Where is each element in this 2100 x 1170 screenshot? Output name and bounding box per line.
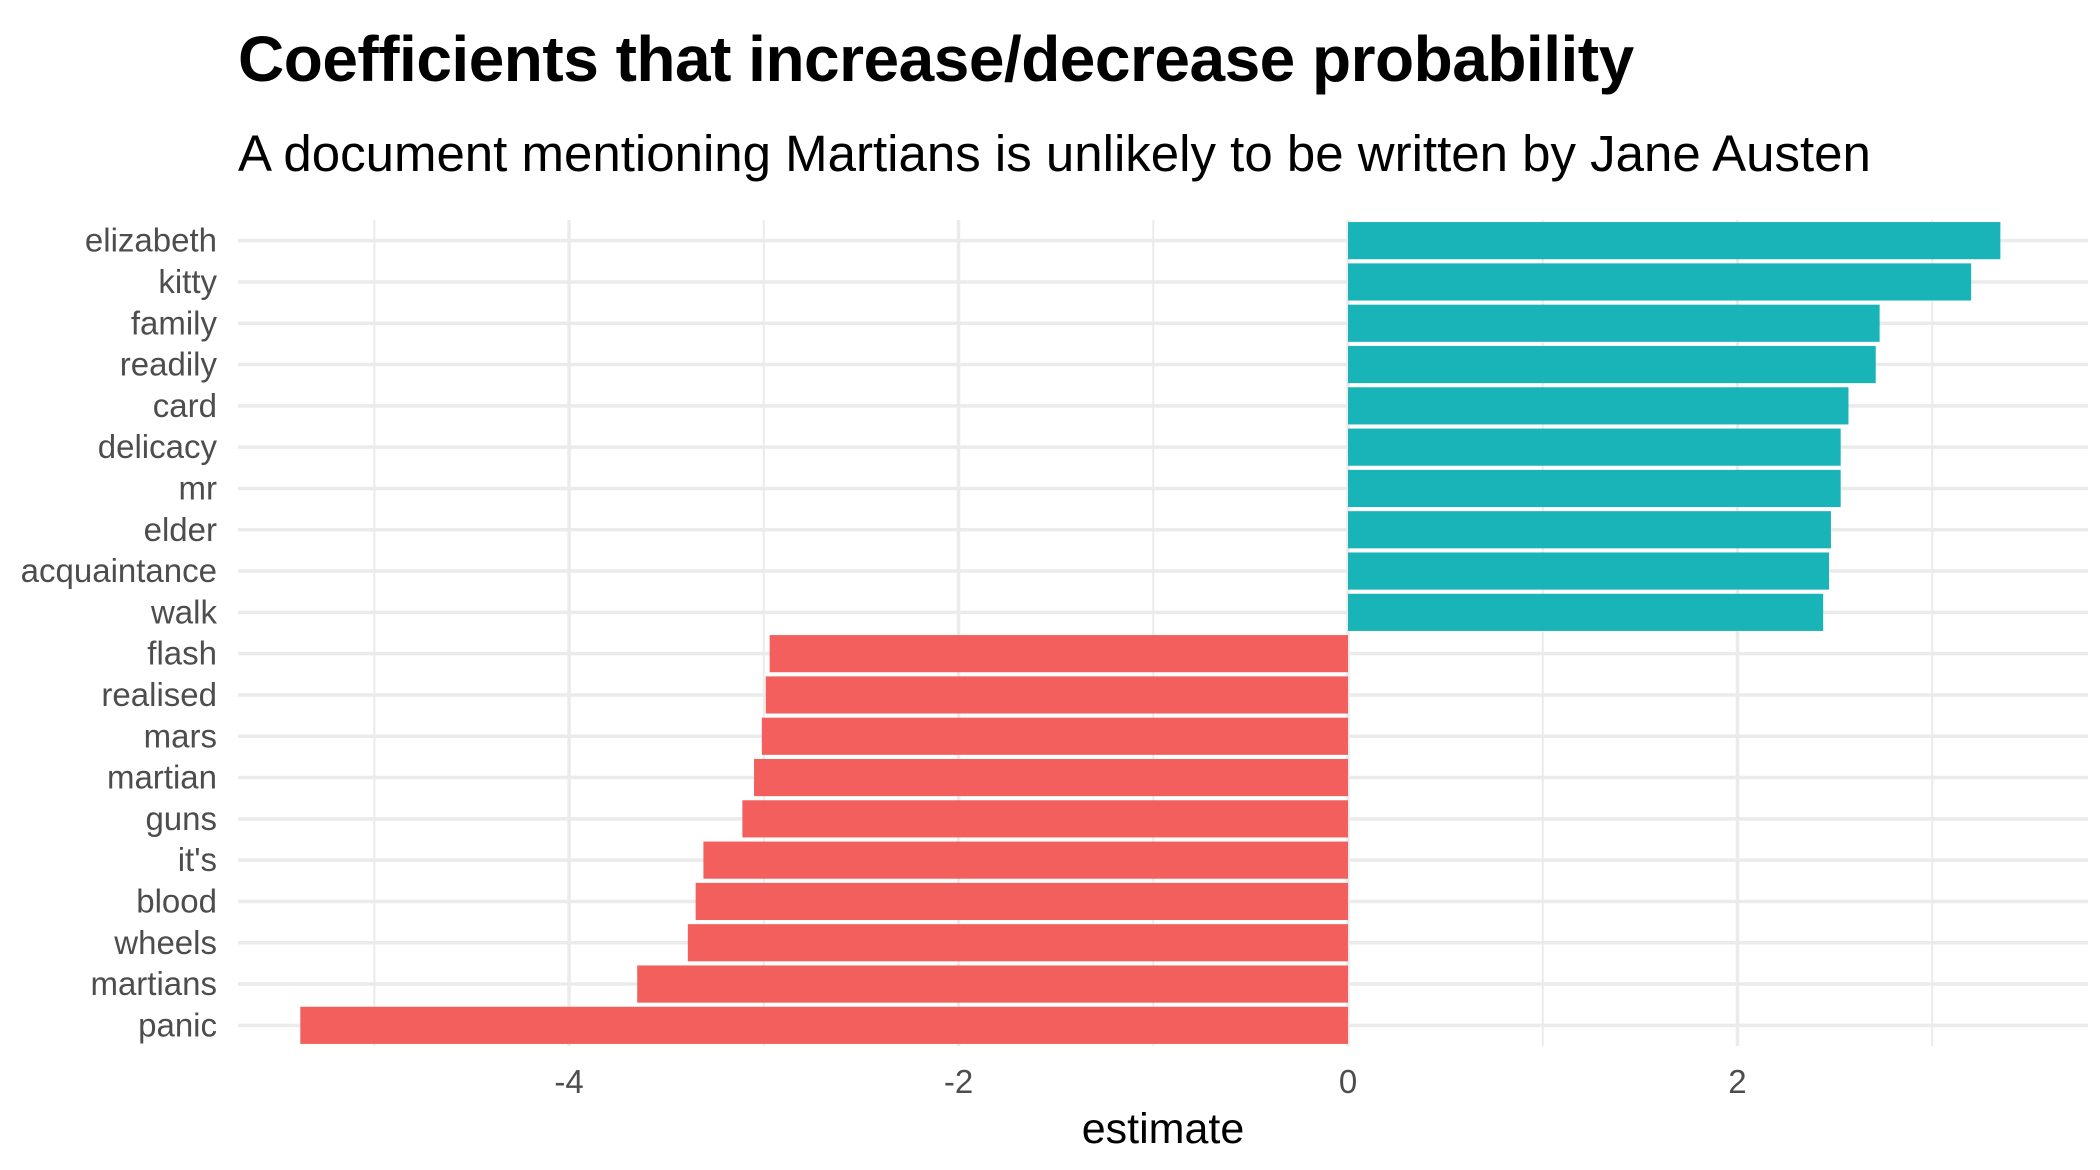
y-tick-label: wheels	[113, 924, 217, 961]
bar-guns	[742, 800, 1348, 838]
bar-martians	[637, 965, 1348, 1003]
y-tick-label: martians	[90, 965, 217, 1002]
y-tick-label: flash	[147, 635, 217, 672]
y-tick-label: readily	[120, 346, 218, 383]
y-tick-label: panic	[138, 1006, 217, 1043]
y-tick-label: family	[131, 304, 218, 341]
x-axis-labels: -4 -2 0 2	[554, 1063, 1746, 1100]
x-axis-title: estimate	[1082, 1105, 1245, 1153]
bar-elizabeth	[1348, 222, 2001, 260]
bar-its	[703, 841, 1348, 879]
bar-martian	[754, 758, 1348, 797]
y-tick-label: mars	[144, 717, 217, 754]
bar-card	[1348, 387, 1849, 425]
bar-delicacy	[1348, 428, 1841, 466]
y-tick-label: martian	[107, 759, 217, 796]
bars	[300, 222, 2001, 1044]
bar-flash	[769, 635, 1348, 673]
x-tick-label: 2	[1728, 1063, 1746, 1100]
y-tick-label: realised	[101, 676, 217, 713]
bar-realised	[765, 676, 1348, 714]
bar-mr	[1348, 469, 1841, 508]
bar-blood	[695, 882, 1348, 921]
bar-family	[1348, 304, 1880, 342]
y-tick-label: card	[153, 387, 217, 424]
y-tick-label: elizabeth	[85, 222, 217, 259]
y-tick-label: walk	[150, 593, 218, 630]
y-tick-label: blood	[136, 882, 217, 919]
y-tick-label: guns	[145, 800, 217, 837]
bar-wheels	[687, 924, 1348, 962]
x-tick-label: 0	[1339, 1063, 1357, 1100]
minor-gridlines	[373, 220, 1934, 1046]
bar-readily	[1348, 345, 1876, 384]
y-tick-label: elder	[144, 511, 217, 548]
y-tick-label: delicacy	[98, 428, 218, 465]
major-gridlines	[238, 220, 2088, 1046]
y-tick-label: kitty	[158, 263, 217, 300]
y-axis-labels: elizabeth kitty family readily card delicacy m…	[21, 222, 218, 1044]
x-tick-label: -4	[554, 1063, 583, 1100]
bar-acquaintance	[1348, 552, 1829, 590]
x-tick-label: -2	[944, 1063, 973, 1100]
bar-kitty	[1348, 263, 1972, 301]
chart-subtitle: A document mentioning Martians is unlike…	[238, 125, 1871, 182]
bar-mars	[761, 717, 1348, 755]
y-tick-label: acquaintance	[21, 552, 217, 589]
bar-walk	[1348, 593, 1824, 631]
y-tick-label: mr	[179, 469, 217, 506]
chart-title: Coefficients that increase/decrease prob…	[238, 23, 1634, 95]
y-tick-label: it's	[178, 841, 217, 878]
bar-elder	[1348, 511, 1831, 549]
bar-panic	[300, 1006, 1348, 1044]
